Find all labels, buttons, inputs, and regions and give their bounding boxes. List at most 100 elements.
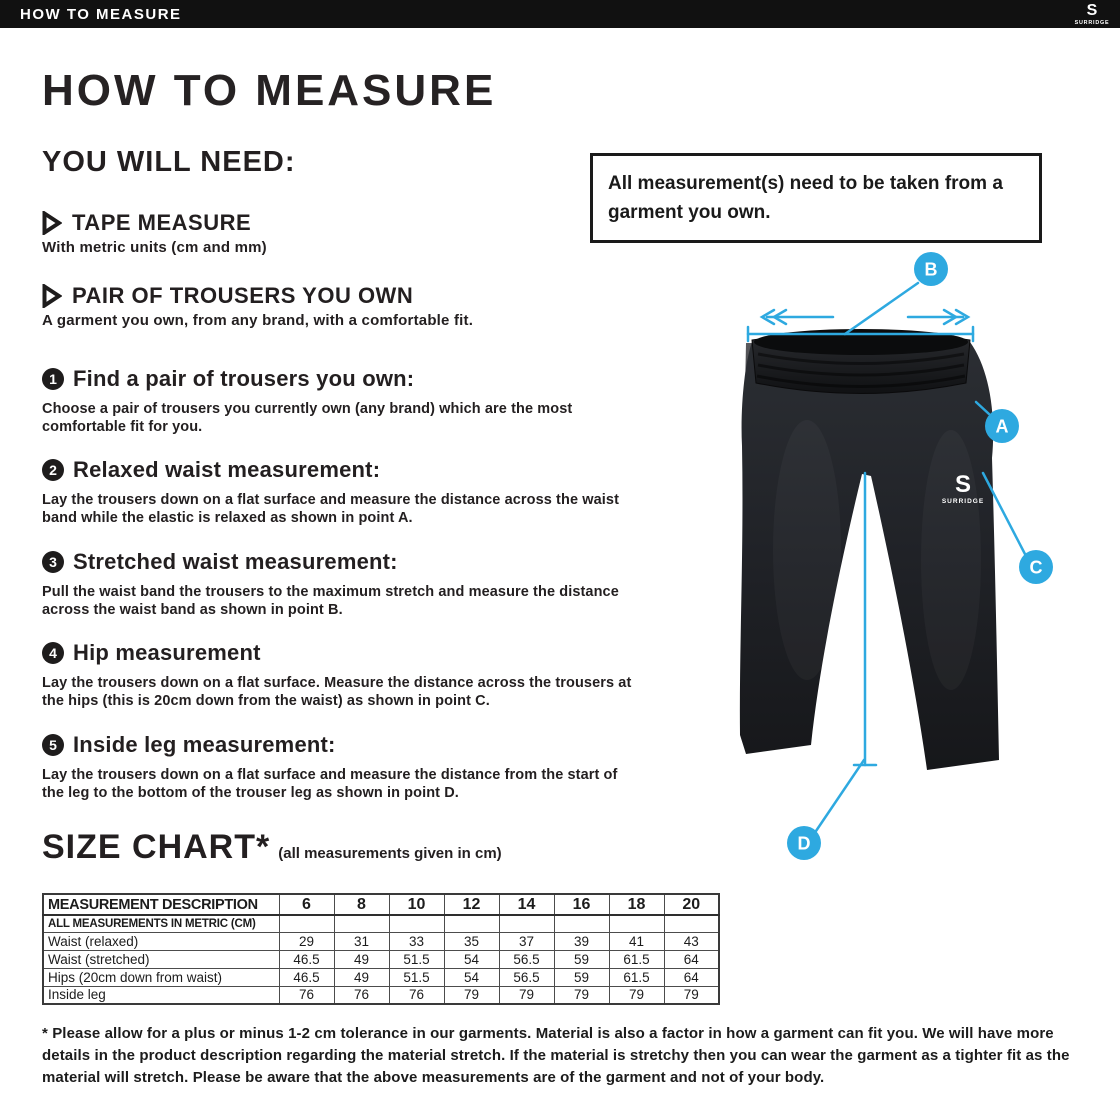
cell-value: 64 bbox=[663, 967, 720, 987]
step-number-badge: 3 bbox=[42, 551, 64, 573]
step-number-badge: 5 bbox=[42, 734, 64, 756]
trousers-waist-opening bbox=[754, 329, 968, 355]
topbar-title: HOW TO MEASURE bbox=[20, 5, 182, 23]
cell-value: 29 bbox=[278, 931, 335, 951]
measurement-lines bbox=[746, 281, 1028, 833]
arrow-left-head-icon bbox=[771, 308, 788, 326]
step-description: Lay the trousers down on a flat surface … bbox=[42, 767, 618, 801]
cell-value: 54 bbox=[443, 949, 500, 969]
cell-value: 43 bbox=[663, 931, 720, 951]
step-2: 2 Relaxed waist measurement: Lay the tro… bbox=[42, 457, 662, 527]
surridge-logo-initial: S bbox=[1087, 2, 1098, 19]
cell-value: 37 bbox=[498, 931, 555, 951]
need-item-description: With metric units (cm and mm) bbox=[42, 239, 267, 256]
step-4: 4 Hip measurement Lay the trousers down … bbox=[42, 640, 662, 710]
marker-b-leader-line bbox=[843, 281, 920, 336]
marker-c-leader-line bbox=[981, 471, 1028, 558]
column-header: 14 bbox=[498, 893, 555, 916]
step-3: 3 Stretched waist measurement: Pull the … bbox=[42, 549, 662, 619]
step-number-badge: 2 bbox=[42, 459, 64, 481]
column-header: 12 bbox=[443, 893, 500, 916]
surridge-logo-initial: S bbox=[955, 471, 971, 498]
step-description: Lay the trousers down on a flat surface … bbox=[42, 492, 619, 526]
marker-a-leader-line bbox=[974, 400, 991, 416]
step-description: Pull the waist band the trousers to the … bbox=[42, 584, 619, 618]
cell-value: 51.5 bbox=[388, 967, 445, 987]
table-row: Hips (20cm down from waist) 46.5 49 51.5… bbox=[42, 967, 720, 987]
column-header: 8 bbox=[333, 893, 390, 916]
step-number-badge: 1 bbox=[42, 368, 64, 390]
cell-value: 59 bbox=[553, 949, 610, 969]
cell-value: 49 bbox=[333, 967, 390, 987]
cell-value: 79 bbox=[553, 985, 610, 1005]
trousers-measurement-diagram: S SURRIDGE bbox=[739, 252, 1053, 860]
cell-value: 46.5 bbox=[278, 949, 335, 969]
column-header: 16 bbox=[553, 893, 610, 916]
triangle-bullet-icon bbox=[42, 211, 62, 235]
trousers-image: S SURRIDGE bbox=[739, 329, 999, 770]
column-header: 6 bbox=[278, 893, 335, 916]
cell-value: 31 bbox=[333, 931, 390, 951]
cell-value: 76 bbox=[388, 985, 445, 1005]
cell-value: 64 bbox=[663, 949, 720, 969]
step-description: Lay the trousers down on a flat surface.… bbox=[42, 675, 632, 709]
table-row-metric-note: ALL MEASUREMENTS IN METRIC (CM) bbox=[42, 914, 720, 933]
marker-d-label: D bbox=[798, 834, 811, 854]
marker-c-label: C bbox=[1030, 558, 1043, 578]
cell-value: 35 bbox=[443, 931, 500, 951]
step-1: 1 Find a pair of trousers you own: Choos… bbox=[42, 366, 662, 436]
cell-value: 79 bbox=[498, 985, 555, 1005]
step-description: Choose a pair of trousers you currently … bbox=[42, 401, 573, 435]
marker-b-label: B bbox=[925, 260, 938, 280]
surridge-logo-icon: S SURRIDGE bbox=[1075, 2, 1110, 26]
need-item-trousers: PAIR OF TROUSERS YOU OWN A garment you o… bbox=[42, 283, 473, 329]
cell-value: 56.5 bbox=[498, 949, 555, 969]
cell-value: 49 bbox=[333, 949, 390, 969]
cell-value: 54 bbox=[443, 967, 500, 987]
need-item-tape-measure: TAPE MEASURE With metric units (cm and m… bbox=[42, 210, 267, 256]
need-item-label: TAPE MEASURE bbox=[72, 210, 252, 235]
marker-d-leader-line bbox=[814, 758, 866, 833]
trousers-body bbox=[739, 342, 999, 770]
cell-value: 51.5 bbox=[388, 949, 445, 969]
row-label: Inside leg bbox=[42, 985, 280, 1005]
measurement-notice-box: All measurement(s) need to be taken from… bbox=[590, 153, 1042, 243]
surridge-logo-on-trousers: S SURRIDGE bbox=[942, 471, 983, 505]
column-header: 20 bbox=[663, 893, 720, 916]
marker-a-label: A bbox=[996, 417, 1009, 437]
need-item-description: A garment you own, from any brand, with … bbox=[42, 312, 474, 329]
top-bar: HOW TO MEASURE S SURRIDGE bbox=[0, 0, 1120, 28]
row-label: ALL MEASUREMENTS IN METRIC (CM) bbox=[42, 914, 280, 933]
table-row: Inside leg 76 76 76 79 79 79 79 79 bbox=[42, 985, 720, 1005]
table-row: Waist (stretched) 46.5 49 51.5 54 56.5 5… bbox=[42, 949, 720, 969]
arrow-right-head-icon bbox=[954, 308, 971, 326]
cell-value: 79 bbox=[608, 985, 665, 1005]
marker-c-circle bbox=[1019, 550, 1053, 584]
size-chart-title: SIZE CHART* bbox=[42, 828, 271, 866]
cell-value: 33 bbox=[388, 931, 445, 951]
table-header-row: MEASUREMENT DESCRIPTION 6 8 10 12 14 16 … bbox=[42, 893, 720, 916]
step-title: Stretched waist measurement: bbox=[73, 549, 398, 574]
table-row: Waist (relaxed) 29 31 33 35 37 39 41 43 bbox=[42, 931, 720, 951]
tolerance-footnote: * Please allow for a plus or minus 1-2 c… bbox=[42, 1025, 1070, 1086]
column-header: 18 bbox=[608, 893, 665, 916]
cell-value: 79 bbox=[663, 985, 720, 1005]
cell-value: 39 bbox=[553, 931, 610, 951]
arrow-right-head-icon bbox=[942, 308, 959, 326]
cell-value: 59 bbox=[553, 967, 610, 987]
size-chart-heading: SIZE CHART* (all measurements given in c… bbox=[42, 828, 502, 867]
column-header: MEASUREMENT DESCRIPTION bbox=[42, 893, 280, 916]
surridge-logo-wordmark: SURRIDGE bbox=[1075, 20, 1110, 26]
step-title: Hip measurement bbox=[73, 640, 261, 665]
you-will-need-heading: YOU WILL NEED: bbox=[42, 146, 296, 178]
cell-value: 61.5 bbox=[608, 949, 665, 969]
cell-value: 76 bbox=[333, 985, 390, 1005]
page-title: HOW TO MEASURE bbox=[42, 66, 497, 115]
cell-value: 61.5 bbox=[608, 967, 665, 987]
marker-d-circle bbox=[787, 826, 821, 860]
column-header: 10 bbox=[388, 893, 445, 916]
step-title: Relaxed waist measurement: bbox=[73, 457, 381, 482]
step-title: Find a pair of trousers you own: bbox=[73, 366, 415, 391]
marker-b-circle bbox=[914, 252, 948, 286]
